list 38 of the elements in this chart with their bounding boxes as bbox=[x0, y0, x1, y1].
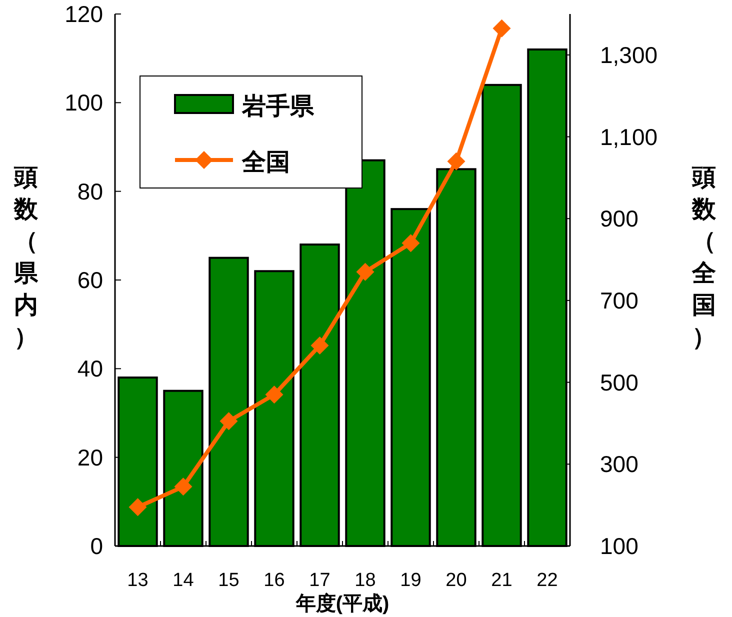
y2-tick-label: 700 bbox=[600, 287, 638, 314]
x-tick-label: 16 bbox=[264, 570, 285, 591]
point bbox=[220, 412, 238, 430]
y2-tick-label: 900 bbox=[600, 206, 638, 232]
x-tick-label: 15 bbox=[218, 570, 240, 591]
x-tick-label: 14 bbox=[172, 570, 194, 591]
x-tick-label: 17 bbox=[309, 570, 330, 591]
point bbox=[492, 19, 511, 38]
y-tick-label: 0 bbox=[90, 533, 103, 559]
y-tick-label: 60 bbox=[77, 267, 103, 293]
y2-axis-title: 頭数（全国） bbox=[691, 164, 717, 351]
y2-tick-label: 500 bbox=[600, 369, 638, 396]
y2-tick-label: 300 bbox=[600, 451, 638, 478]
point bbox=[265, 386, 284, 404]
y-tick-label: 80 bbox=[77, 178, 103, 204]
x-tick-label: 13 bbox=[127, 570, 148, 591]
point bbox=[356, 262, 374, 281]
point bbox=[447, 152, 466, 170]
x-tick-label: 22 bbox=[536, 570, 558, 591]
x-tick-label: 18 bbox=[354, 570, 376, 591]
point bbox=[128, 498, 147, 516]
y-tick-label: 20 bbox=[77, 444, 103, 470]
y-tick-label: 100 bbox=[64, 90, 103, 116]
y2-tick-label: 100 bbox=[600, 533, 638, 559]
point bbox=[402, 234, 420, 252]
x-axis-title: 年度(平成) bbox=[294, 592, 390, 615]
x-tick-label: 21 bbox=[491, 570, 512, 591]
y-tick-label: 120 bbox=[64, 1, 103, 27]
point bbox=[310, 336, 329, 354]
y2-tick-label: 1,300 bbox=[600, 42, 658, 68]
y-tick-label: 40 bbox=[77, 356, 103, 382]
x-tick-label: 19 bbox=[400, 570, 422, 591]
point bbox=[174, 478, 192, 496]
x-tick-label: 20 bbox=[446, 570, 467, 591]
y2-tick-label: 1,100 bbox=[600, 124, 658, 150]
y-axis-title: 頭数（県内） bbox=[13, 164, 39, 351]
legend-label: 全国 bbox=[241, 149, 290, 176]
legend-label: 岩手県 bbox=[241, 93, 315, 120]
